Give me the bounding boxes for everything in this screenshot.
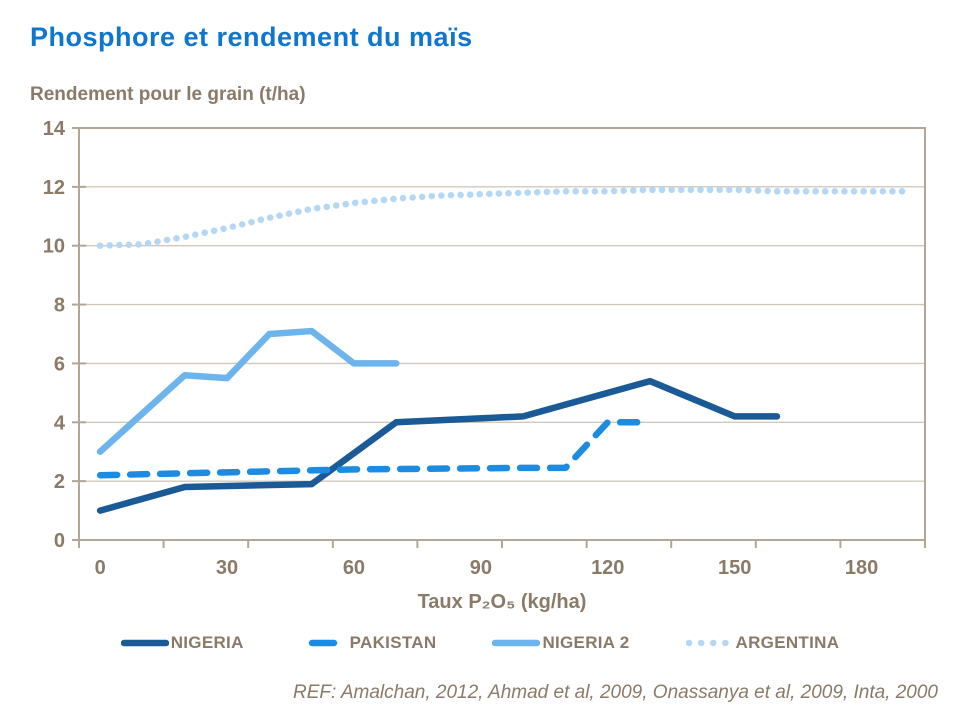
y-tick-label: 8: [54, 295, 65, 317]
reference-note: REF: Amalchan, 2012, Ahmad et al, 2009, …: [293, 682, 938, 703]
legend-swatch-solid-line-icon: [492, 639, 541, 647]
x-tick-label: 120: [591, 557, 624, 579]
legend-label: ARGENTINA: [735, 633, 840, 652]
legend-swatch-dashed-line-icon: [308, 639, 337, 647]
legend-swatch-solid-line-icon: [120, 639, 169, 647]
series-nigeria: [96, 377, 781, 514]
legend-label: PAKISTAN: [349, 633, 437, 652]
series-nigeria-2: [96, 327, 400, 455]
y-tick-label: 6: [54, 353, 65, 375]
legend-item-nigeria-2: NIGERIA 2: [492, 633, 629, 653]
y-tick-label: 10: [43, 236, 65, 258]
y-tick-label: 2: [54, 471, 65, 493]
y-tick-label: 4: [54, 412, 66, 434]
legend-label: NIGERIA 2: [542, 633, 630, 652]
y-tick-label: 14: [43, 118, 66, 140]
series-pakistan: [96, 419, 654, 479]
x-tick-label: 0: [95, 557, 106, 579]
x-axis-title: Taux P₂O₅ (kg/ha): [418, 591, 587, 613]
chart-legend: NIGERIA PAKISTAN NIGERIA 2 ARGENTINA: [70, 633, 890, 653]
legend-item-nigeria: NIGERIA: [120, 633, 244, 653]
legend-label: NIGERIA: [170, 633, 244, 652]
x-tick-label: 90: [470, 557, 492, 579]
x-tick-label: 180: [845, 557, 878, 579]
legend-swatch-dotted-line-icon: [685, 639, 734, 647]
x-tick-label: 30: [216, 557, 238, 579]
page-title: Phosphore et rendement du maïs: [30, 22, 473, 52]
x-tick-label: 150: [718, 557, 751, 579]
y-tick-label: 12: [43, 177, 65, 199]
legend-item-pakistan: PAKISTAN: [300, 633, 437, 653]
series-argentina: [96, 186, 908, 249]
y-axis-title: Rendement pour le grain (t/ha): [30, 84, 306, 105]
y-tick-label: 0: [54, 530, 65, 552]
legend-item-argentina: ARGENTINA: [685, 633, 840, 653]
x-tick-label: 60: [343, 557, 365, 579]
